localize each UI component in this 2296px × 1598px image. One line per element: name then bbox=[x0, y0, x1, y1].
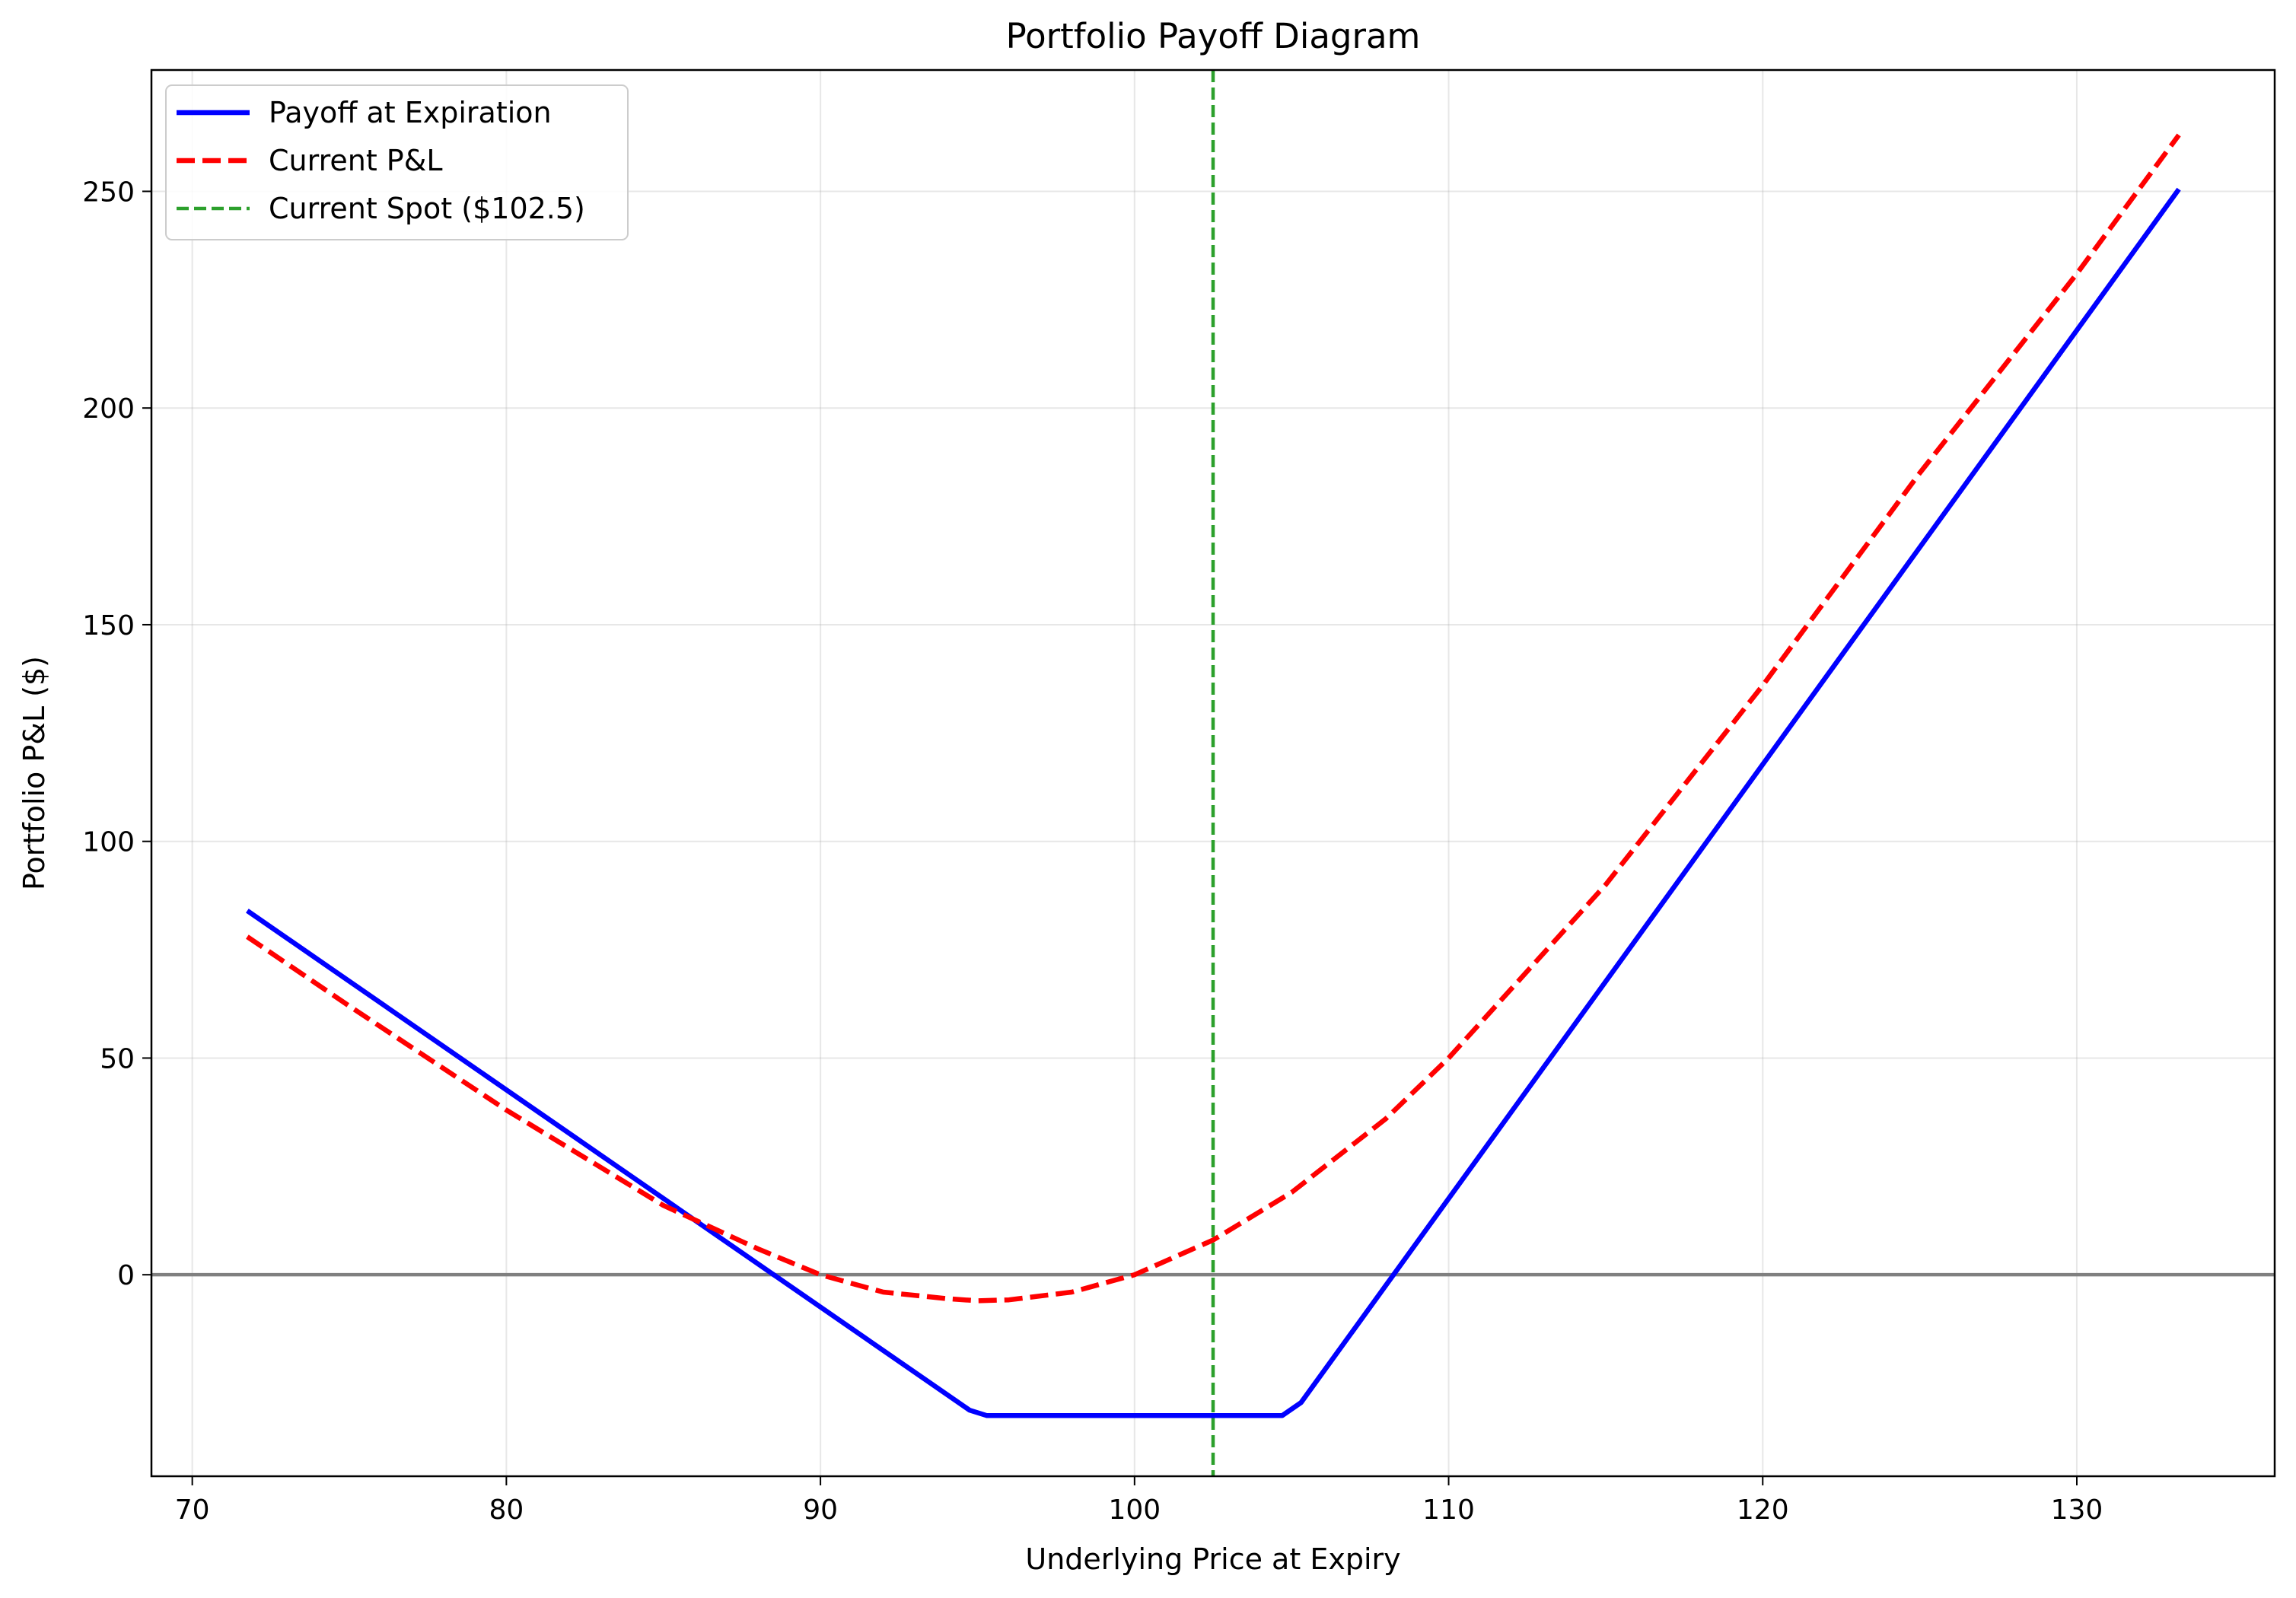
y-tick-label: 200 bbox=[82, 393, 135, 425]
x-tick-label: 130 bbox=[2051, 1495, 2103, 1526]
chart-title: Portfolio Payoff Diagram bbox=[1006, 16, 1421, 56]
plot-frame bbox=[150, 68, 2276, 1478]
reference-lines bbox=[151, 70, 2275, 1476]
axis-ticks: 70 80 90 100 110 120 130 0 50 100 150 200 250 bbox=[82, 177, 2103, 1526]
legend-label: Current P&L bbox=[269, 144, 443, 177]
x-tick-label: 90 bbox=[803, 1495, 838, 1526]
x-tick-label: 110 bbox=[1422, 1495, 1475, 1526]
y-axis-label: Portfolio P&L ($) bbox=[18, 656, 51, 890]
y-tick-label: 100 bbox=[82, 827, 135, 858]
series-lines bbox=[246, 133, 2181, 1418]
x-tick-label: 100 bbox=[1108, 1495, 1161, 1526]
x-tick-label: 120 bbox=[1737, 1495, 1789, 1526]
x-tick-label: 70 bbox=[175, 1495, 210, 1526]
legend-label: Payoff at Expiration bbox=[269, 96, 552, 129]
y-tick-label: 0 bbox=[117, 1260, 135, 1291]
legend: Payoff at Expiration Current P&L Current S… bbox=[165, 84, 629, 240]
y-tick-label: 50 bbox=[100, 1043, 135, 1074]
x-axis-label: Underlying Price at Expiry bbox=[1025, 1542, 1400, 1576]
series-line-2 bbox=[246, 133, 2181, 1304]
series-line-1 bbox=[246, 187, 2181, 1418]
y-tick-label: 250 bbox=[82, 177, 135, 208]
x-tick-label: 80 bbox=[489, 1495, 524, 1526]
y-tick-label: 150 bbox=[82, 610, 135, 641]
legend-box bbox=[165, 84, 629, 240]
legend-label: Current Spot ($102.5) bbox=[269, 192, 585, 225]
